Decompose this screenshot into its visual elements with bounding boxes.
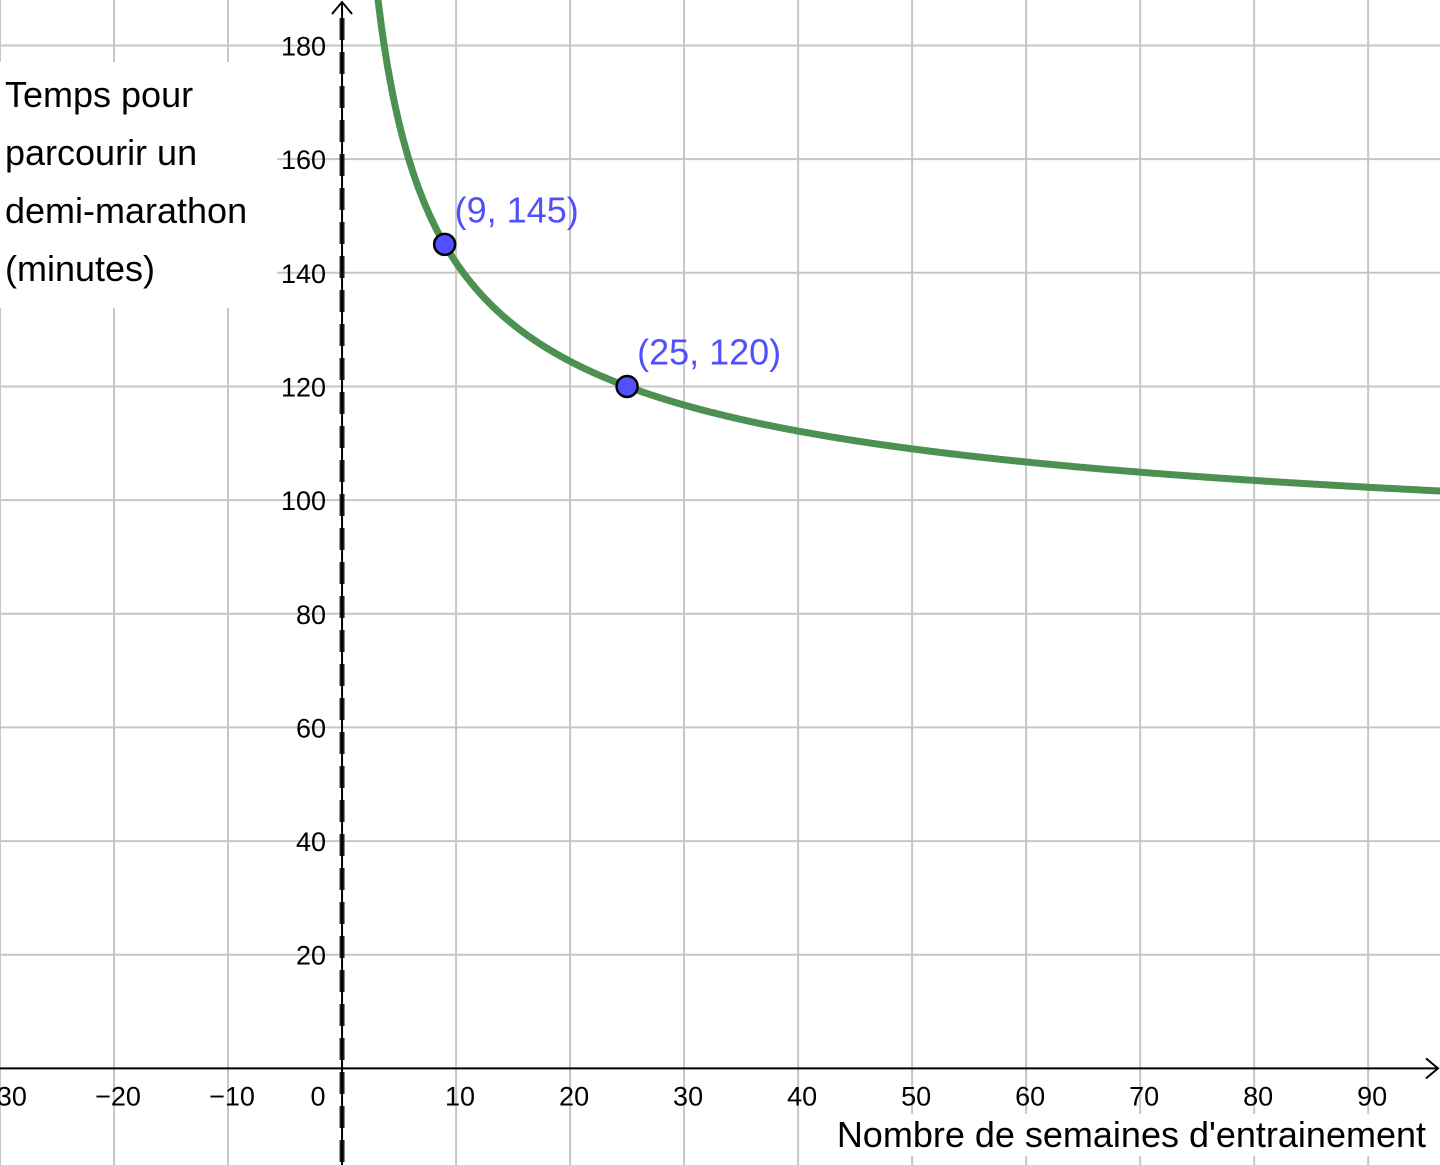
x-tick-label: 30 [673, 1081, 703, 1111]
x-tick-label: 20 [559, 1081, 589, 1111]
y-axis-label-line: Temps pour [5, 74, 194, 115]
data-point-label: (25, 120) [637, 331, 781, 372]
series-layer [374, 0, 1440, 495]
y-tick-label: 160 [281, 145, 326, 175]
x-tick-label: 40 [787, 1081, 817, 1111]
y-tick-label: 80 [296, 600, 326, 630]
x-tick-label: 50 [901, 1081, 931, 1111]
y-tick-label: 20 [296, 941, 326, 971]
y-tick-label: 180 [281, 31, 326, 61]
x-axis-label: Nombre de semaines d'entrainement [834, 1114, 1428, 1156]
y-tick-label: 40 [296, 827, 326, 857]
x-tick-label: 90 [1357, 1081, 1387, 1111]
x-tick-label: −10 [209, 1081, 255, 1111]
y-tick-label: 60 [296, 713, 326, 743]
x-tick-label: 60 [1015, 1081, 1045, 1111]
data-point-label: (9, 145) [455, 189, 579, 230]
x-tick-label: 0 [311, 1081, 326, 1111]
y-tick-label: 140 [281, 259, 326, 289]
series-line [374, 0, 1440, 495]
x-tick-label: 10 [445, 1081, 475, 1111]
x-tick-label: −30 [0, 1081, 27, 1111]
y-tick-label: 100 [281, 486, 326, 516]
y-axis-label-line: (minutes) [5, 248, 156, 289]
data-point [615, 374, 639, 399]
points-layer: (9, 145) (25, 120) [432, 189, 781, 399]
x-tick-label: 80 [1243, 1081, 1273, 1111]
y-tick-label: 120 [281, 372, 326, 402]
x-axis-arrow [1425, 1057, 1440, 1080]
x-tick-label: −20 [95, 1081, 141, 1111]
y-tick-labels: 20 40 60 80 100 120 140 160 180 [281, 31, 326, 970]
x-tick-labels: −30 −20 −10 0 10 20 30 40 50 60 70 80 90 [0, 1081, 1387, 1111]
y-axis-label-line: demi-marathon [5, 190, 248, 231]
data-point [432, 232, 457, 257]
y-axis-arrow [331, 0, 353, 15]
x-tick-label: 70 [1129, 1081, 1159, 1111]
y-axis-label: Temps pour parcourir un demi-marathon (m… [0, 62, 277, 308]
y-axis-label-line: parcourir un [5, 132, 198, 173]
